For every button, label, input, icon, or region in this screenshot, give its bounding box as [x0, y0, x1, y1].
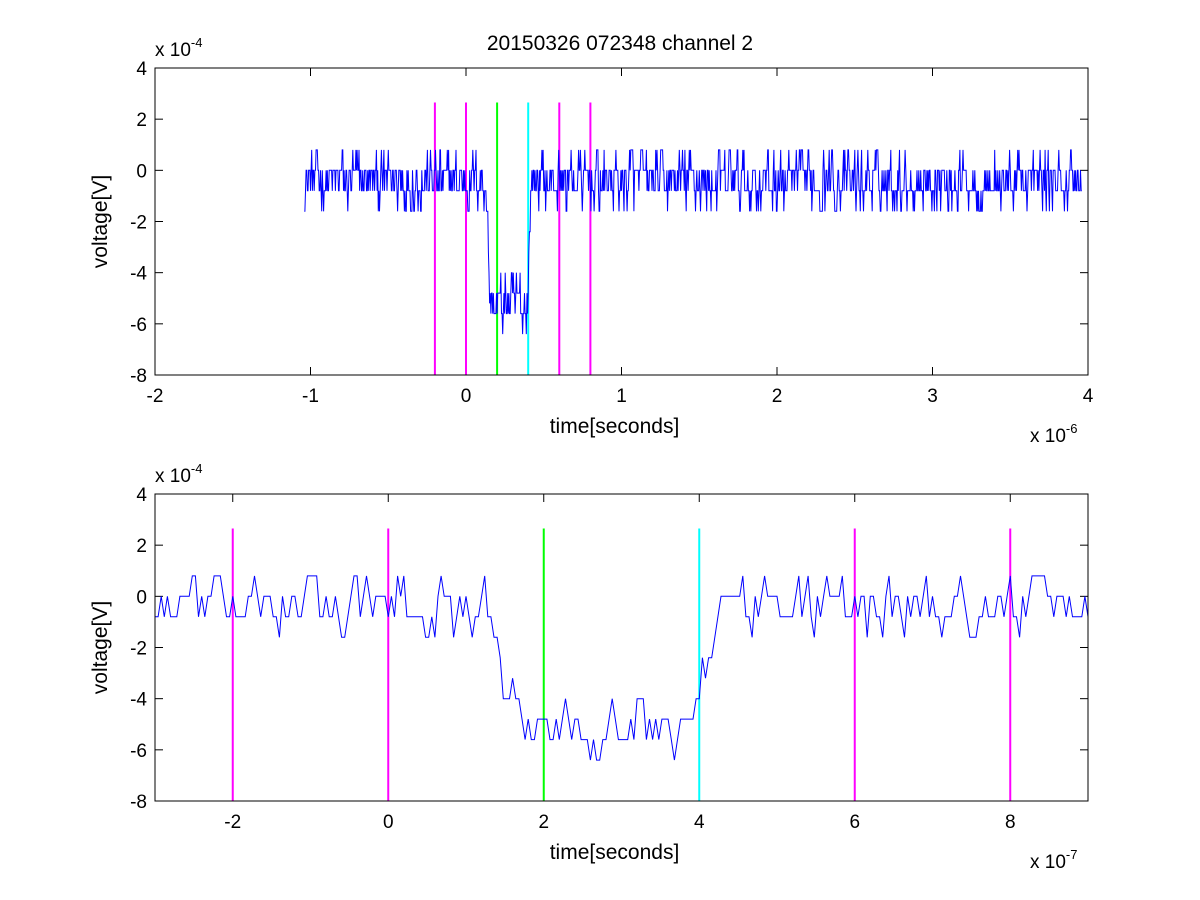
y-tick-label: -6 [130, 315, 147, 336]
x-axis-label: time[seconds] [550, 415, 680, 438]
axes-box [154, 493, 1089, 802]
y-tick-label: 2 [136, 536, 147, 557]
y-ticks: -8 -6 -4 -2 0 2 4 [130, 59, 1088, 387]
y-tick-label: -4 [130, 690, 147, 711]
top-subplot: 20150326 072348 channel 2 -2 -1 0 1 2 3 4 -8 -6… [89, 32, 1094, 447]
y-axis-label: voltage[V] [89, 601, 112, 694]
y-exponent-label: x 10-4 [155, 461, 202, 487]
x-tick-label: 0 [461, 386, 472, 407]
y-tick-label: 0 [136, 587, 147, 608]
x-tick-label: 8 [1005, 812, 1016, 833]
x-exponent-base: x 10 [1030, 426, 1066, 447]
y-tick-label: -2 [130, 639, 147, 660]
y-exponent-power: -4 [191, 35, 203, 50]
y-exponent-base: x 10 [155, 466, 191, 487]
y-tick-label: -6 [130, 741, 147, 762]
y-tick-label: 4 [136, 59, 147, 80]
y-tick-label: -8 [130, 792, 147, 813]
y-tick-label: -2 [130, 213, 147, 234]
y-tick-label: -8 [130, 366, 147, 387]
x-tick-label: -1 [302, 386, 319, 407]
x-tick-label: 4 [1083, 386, 1094, 407]
x-tick-label: -2 [147, 386, 164, 407]
x-exponent-base: x 10 [1030, 852, 1066, 873]
x-exponent-power: -7 [1066, 847, 1078, 862]
y-tick-label: 4 [136, 485, 147, 506]
voltage-trace [155, 575, 1089, 761]
x-tick-label: 4 [694, 812, 705, 833]
y-axis-label: voltage[V] [89, 175, 112, 268]
x-ticks: -2 -1 0 1 2 3 4 [147, 68, 1094, 407]
bottom-subplot: -2 0 2 4 6 8 -8 -6 -4 -2 0 2 4 time[seconds] voltag… [89, 461, 1089, 873]
x-exponent-label: x 10-6 [1030, 421, 1077, 447]
y-tick-label: 2 [136, 110, 147, 131]
x-axis-label: time[seconds] [550, 841, 680, 864]
x-tick-label: -2 [224, 812, 241, 833]
x-tick-label: 6 [849, 812, 860, 833]
y-exponent-power: -4 [191, 461, 203, 476]
y-exponent-label: x 10-4 [155, 35, 202, 61]
x-tick-label: 1 [616, 386, 627, 407]
voltage-trace [304, 149, 1082, 335]
x-tick-label: 0 [383, 812, 394, 833]
x-tick-label: 2 [772, 386, 783, 407]
x-tick-label: 2 [538, 812, 549, 833]
axes-box [154, 67, 1089, 376]
x-ticks: -2 0 2 4 6 8 [224, 494, 1016, 833]
y-exponent-base: x 10 [155, 40, 191, 61]
x-tick-label: 3 [927, 386, 938, 407]
marker-lines [433, 102, 592, 375]
x-exponent-label: x 10-7 [1030, 847, 1077, 873]
y-ticks: -8 -6 -4 -2 0 2 4 [130, 485, 1088, 813]
marker-lines [231, 528, 1012, 801]
y-tick-label: 0 [136, 161, 147, 182]
x-exponent-power: -6 [1066, 421, 1078, 436]
chart-title: 20150326 072348 channel 2 [487, 32, 753, 55]
y-tick-label: -4 [130, 264, 147, 285]
